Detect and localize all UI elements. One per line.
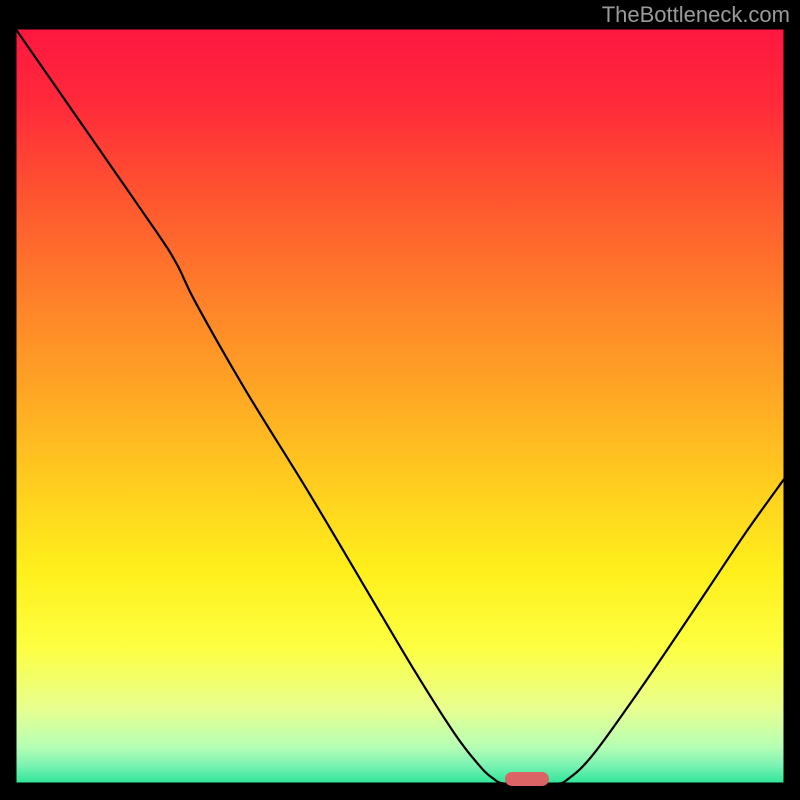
bottleneck-chart [0, 0, 800, 800]
chart-background [15, 28, 785, 784]
optimum-marker [505, 772, 549, 786]
watermark-text: TheBottleneck.com [602, 2, 790, 28]
